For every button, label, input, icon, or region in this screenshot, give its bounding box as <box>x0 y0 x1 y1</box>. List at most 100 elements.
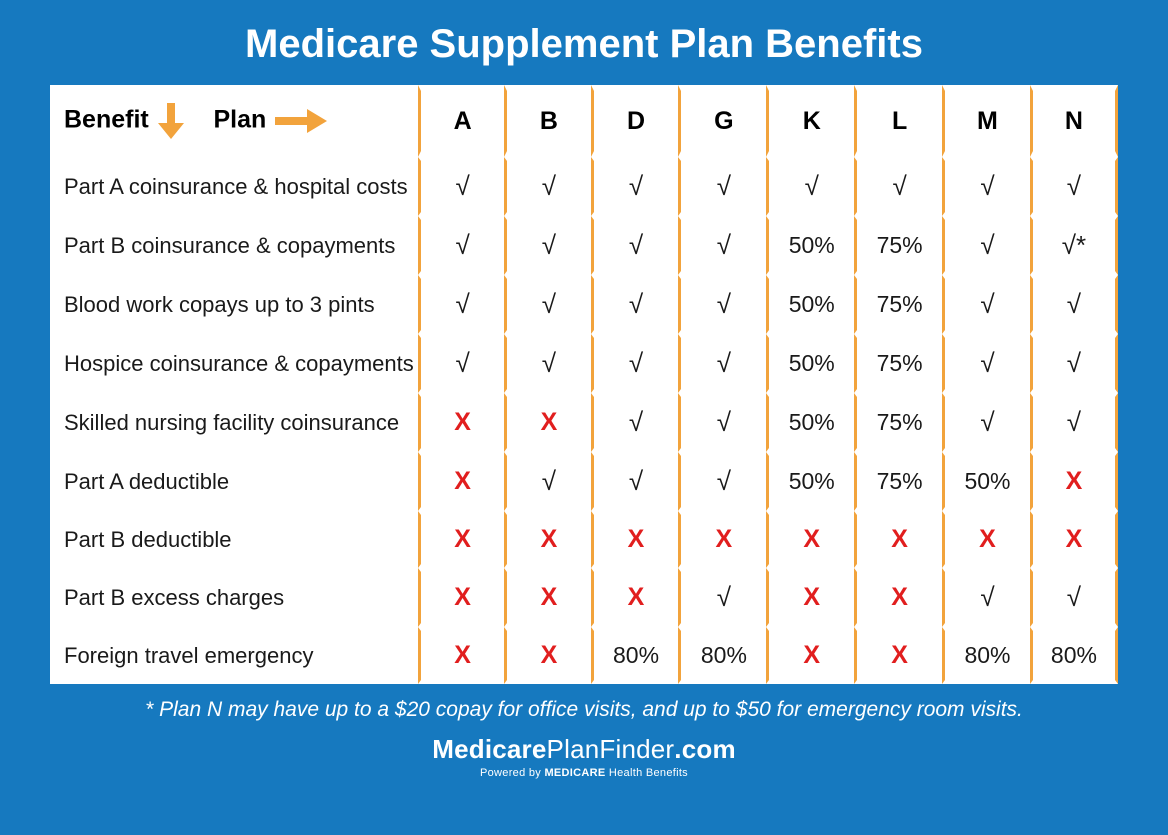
percent-value: 80% <box>964 642 1010 668</box>
benefit-label: Part B deductible <box>50 511 418 568</box>
footnote-text: * Plan N may have up to a $20 copay for … <box>50 698 1118 722</box>
check-icon: √ <box>980 230 994 260</box>
plan-header-D: D <box>591 85 679 157</box>
table-cell: √ <box>942 568 1030 627</box>
check-icon: √ <box>980 348 994 378</box>
check-icon: √ <box>980 289 994 319</box>
table-cell: 75% <box>854 216 942 275</box>
benefit-plan-header: Benefit Plan <box>50 85 418 157</box>
table-cell: √ <box>591 275 679 334</box>
cross-icon: X <box>454 525 471 553</box>
table-cell: √ <box>418 157 504 216</box>
table-cell: X <box>854 627 942 684</box>
table-cell: 80% <box>942 627 1030 684</box>
table-cell: 50% <box>766 275 854 334</box>
cross-icon: X <box>891 525 908 553</box>
table-cell: X <box>854 568 942 627</box>
check-icon: √ <box>542 466 556 496</box>
table-cell: X <box>418 511 504 568</box>
check-icon: √ <box>629 466 643 496</box>
table-cell: X <box>418 393 504 452</box>
table-cell: X <box>1030 511 1118 568</box>
table-cell: X <box>591 568 679 627</box>
check-icon: √ <box>1067 407 1081 437</box>
table-cell: √ <box>854 157 942 216</box>
table-cell: √ <box>591 334 679 393</box>
check-icon: √ <box>980 582 994 612</box>
table-cell: √ <box>591 157 679 216</box>
table-cell: √ <box>504 452 590 511</box>
percent-value: 75% <box>877 350 923 376</box>
cross-icon: X <box>979 525 996 553</box>
check-icon: √ <box>455 171 469 201</box>
table-cell: √ <box>766 157 854 216</box>
cross-icon: X <box>541 408 558 436</box>
plan-header-G: G <box>678 85 766 157</box>
table-cell: √ <box>678 452 766 511</box>
brand-logo: MedicarePlanFinder.com Powered by MEDICA… <box>50 734 1118 779</box>
benefit-label: Hospice coinsurance & copayments <box>50 334 418 393</box>
cross-icon: X <box>891 583 908 611</box>
percent-value: 50% <box>789 291 835 317</box>
check-icon: √ <box>1067 289 1081 319</box>
plan-header-B: B <box>504 85 590 157</box>
cross-icon: X <box>891 641 908 669</box>
check-icon: √ <box>717 466 731 496</box>
cross-icon: X <box>628 525 645 553</box>
table-cell: √ <box>942 334 1030 393</box>
check-icon: √ <box>629 289 643 319</box>
benefit-label: Skilled nursing facility coinsurance <box>50 393 418 452</box>
table-cell: X <box>418 568 504 627</box>
benefit-label: Blood work copays up to 3 pints <box>50 275 418 334</box>
plan-header-label: Plan <box>213 106 266 134</box>
table-cell: √* <box>1030 216 1118 275</box>
check-icon: √ <box>1067 348 1081 378</box>
benefits-table: Benefit Plan ABDGKLMN Part A coinsurance… <box>50 85 1118 684</box>
benefit-header-label: Benefit <box>64 106 149 134</box>
table-cell: √ <box>678 157 766 216</box>
table-cell: X <box>504 568 590 627</box>
table-cell: 75% <box>854 452 942 511</box>
cross-icon: X <box>454 467 471 495</box>
table-cell: √ <box>1030 568 1118 627</box>
percent-value: 50% <box>789 468 835 494</box>
benefit-label: Part A deductible <box>50 452 418 511</box>
logo-bold2: .com <box>674 734 735 764</box>
check-icon: √ <box>629 407 643 437</box>
table-cell: X <box>591 511 679 568</box>
logo-sub-suffix: Health Benefits <box>606 767 688 779</box>
percent-value: 50% <box>964 468 1010 494</box>
table-cell: √ <box>942 157 1030 216</box>
check-icon: √ <box>455 230 469 260</box>
check-icon: √ <box>629 171 643 201</box>
percent-value: 50% <box>789 232 835 258</box>
table-cell: 50% <box>766 216 854 275</box>
benefit-label: Part B excess charges <box>50 568 418 627</box>
table-row: Part B deductibleXXXXXXXX <box>50 511 1118 568</box>
check-icon: √ <box>717 230 731 260</box>
table-cell: 75% <box>854 393 942 452</box>
table-cell: √ <box>942 393 1030 452</box>
cross-icon: X <box>541 583 558 611</box>
check-icon: √ <box>455 289 469 319</box>
table-cell: √ <box>591 216 679 275</box>
table-cell: √ <box>678 393 766 452</box>
table-cell: √ <box>504 275 590 334</box>
check-icon: √ <box>980 171 994 201</box>
table-cell: √ <box>1030 334 1118 393</box>
table-cell: X <box>418 452 504 511</box>
check-icon: √* <box>1062 230 1086 260</box>
table-cell: √ <box>942 275 1030 334</box>
check-icon: √ <box>805 171 819 201</box>
table-row: Blood work copays up to 3 pints√√√√50%75… <box>50 275 1118 334</box>
table-cell: X <box>766 568 854 627</box>
plan-header-K: K <box>766 85 854 157</box>
cross-icon: X <box>628 583 645 611</box>
table-cell: 50% <box>766 452 854 511</box>
arrow-down-icon <box>156 101 186 141</box>
table-cell: X <box>1030 452 1118 511</box>
table-cell: 80% <box>678 627 766 684</box>
table-cell: 50% <box>766 393 854 452</box>
plan-header-L: L <box>854 85 942 157</box>
cross-icon: X <box>716 525 733 553</box>
